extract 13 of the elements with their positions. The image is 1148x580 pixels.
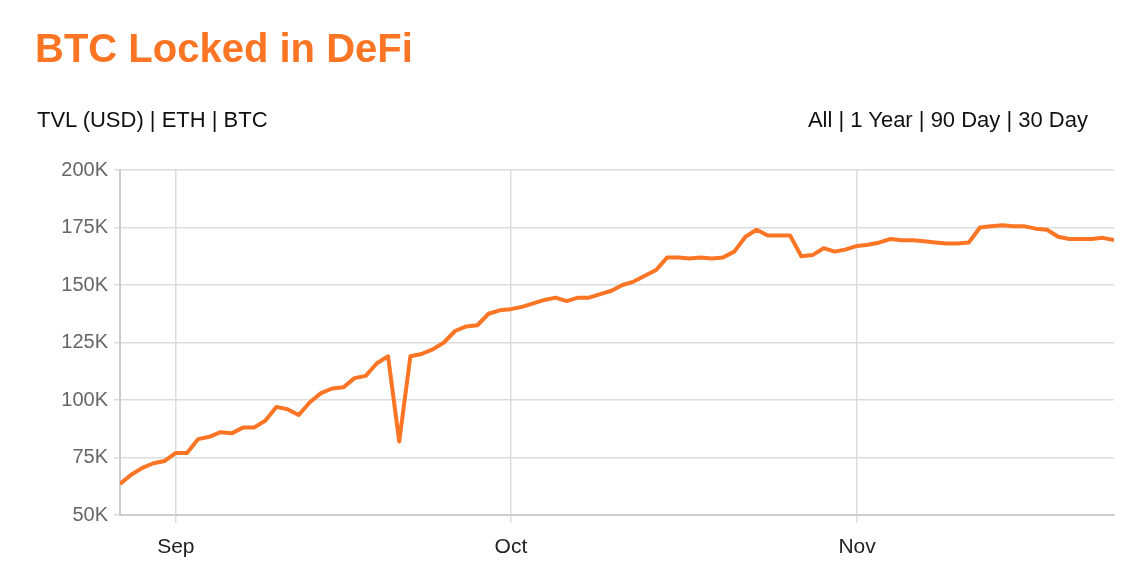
y-tick-label: 75K: [72, 445, 109, 468]
chart-title: BTC Locked in DeFi: [35, 26, 413, 71]
x-tick-label: Sep: [157, 534, 195, 558]
x-tick-label: Nov: [838, 534, 877, 558]
y-tick-label: 125K: [61, 330, 109, 353]
y-tick-label: 200K: [61, 157, 109, 180]
text: All | 1 Year | 90 Day | 30 Day: [807, 107, 1088, 133]
y-tick-label: 175K: [61, 215, 109, 238]
y-tick-label: 100K: [61, 387, 109, 410]
x-tick-label: Oct: [494, 534, 528, 558]
text: TVL (USD) | ETH | BTC: [37, 107, 268, 133]
y-tick-label: 150K: [61, 272, 109, 295]
y-tick-label: 50K: [72, 502, 109, 525]
